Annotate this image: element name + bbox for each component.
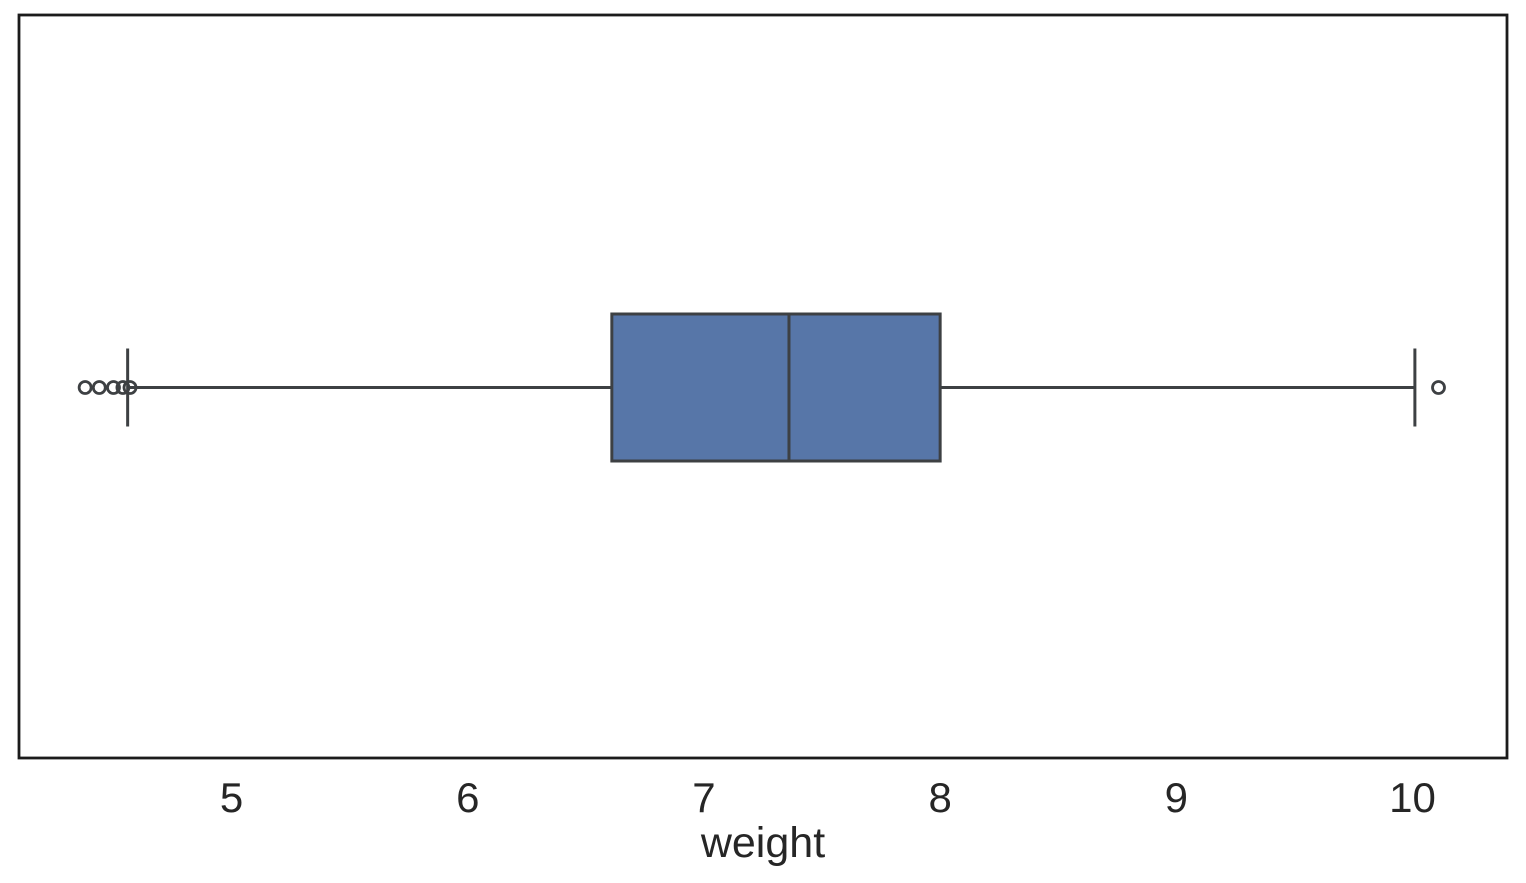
outlier-point [91,380,107,395]
outlier-point [1431,380,1446,395]
x-tick-label: 6 [456,774,479,821]
plot-frame [17,13,1509,760]
x-tick-label: 9 [1165,774,1188,821]
outlier-point [122,380,138,395]
outlier-point [77,380,93,395]
x-tick-label: 7 [692,774,715,821]
iqr-box [610,312,942,463]
x-tick-label: 8 [928,774,951,821]
outlier-point [115,380,131,395]
outlier-point [106,380,121,395]
x-tick-label: 10 [1389,774,1436,821]
x-axis-label: weight [700,819,825,867]
x-tick-label: 5 [220,774,243,821]
